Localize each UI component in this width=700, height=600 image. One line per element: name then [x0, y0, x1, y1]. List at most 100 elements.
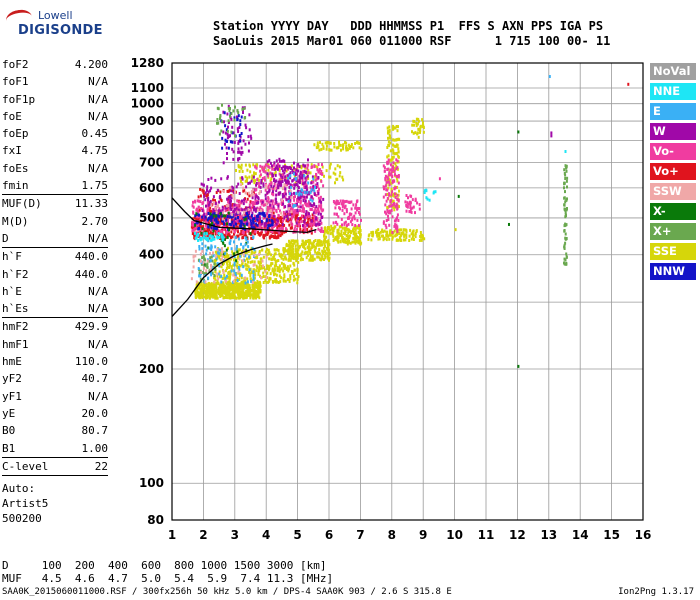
echo-point — [210, 255, 213, 259]
echo-point — [339, 171, 342, 175]
echo-point — [386, 155, 389, 159]
echo-point — [302, 163, 305, 167]
echo-point — [243, 279, 246, 283]
echo-point — [254, 284, 257, 288]
echo-point — [229, 198, 232, 202]
echo-point — [268, 188, 271, 192]
echo-point — [205, 294, 208, 298]
echo-point — [563, 243, 566, 247]
echo-point — [221, 103, 223, 107]
echo-point — [229, 134, 231, 138]
echo-point — [212, 229, 215, 233]
echo-point — [394, 167, 397, 171]
echo-point — [200, 231, 203, 235]
echo-point — [219, 248, 222, 252]
echo-point — [276, 225, 279, 229]
echo-point — [320, 226, 323, 230]
echo-point — [254, 199, 257, 202]
echo-point — [293, 177, 296, 181]
echo-point — [315, 205, 318, 209]
echo-point — [205, 237, 208, 241]
echo-point — [355, 237, 358, 241]
echo-point — [233, 252, 236, 256]
echo-point — [201, 247, 204, 251]
echo-point — [321, 165, 324, 169]
echo-point — [330, 224, 333, 228]
echo-point — [296, 281, 299, 285]
echo-point — [289, 189, 292, 193]
echo-point — [383, 187, 385, 191]
echo-point — [281, 203, 283, 206]
echo-point — [345, 141, 348, 145]
echo-point — [396, 129, 399, 133]
echo-point — [273, 267, 276, 271]
echo-point — [382, 221, 385, 225]
echo-point — [303, 210, 305, 214]
echo-point — [396, 197, 399, 201]
echo-point — [387, 140, 390, 144]
param-row: h`F2 440.0 — [2, 266, 108, 283]
echo-point — [206, 193, 209, 197]
echo-point — [192, 210, 195, 214]
echo-point — [314, 250, 317, 254]
echo-point — [301, 188, 304, 192]
echo-point — [216, 272, 219, 276]
echo-point — [289, 213, 292, 217]
echo-point — [517, 364, 520, 368]
echo-point — [206, 262, 209, 266]
echo-point — [227, 146, 230, 150]
echo-point — [307, 158, 309, 162]
echo-point — [209, 268, 212, 272]
echo-point — [328, 148, 331, 152]
echo-point — [259, 232, 262, 236]
param-value: N/A — [88, 389, 108, 403]
echo-point — [239, 285, 241, 288]
echo-point — [565, 237, 568, 241]
echo-point — [391, 235, 394, 239]
echo-point — [294, 277, 297, 281]
echo-point — [298, 197, 301, 201]
echo-point — [297, 180, 300, 184]
echo-point — [310, 204, 313, 208]
echo-point — [336, 234, 339, 238]
echo-point — [324, 256, 327, 260]
y-tick-label: 100 — [139, 476, 164, 490]
echo-point — [294, 252, 297, 256]
echo-point — [285, 219, 288, 223]
echo-point — [239, 274, 241, 278]
echo-point — [307, 169, 310, 173]
echo-point — [232, 109, 235, 113]
echo-point — [297, 217, 300, 221]
echo-point — [239, 212, 242, 216]
echo-point — [304, 183, 307, 187]
echo-point — [238, 268, 241, 272]
echo-point — [385, 233, 388, 237]
echo-point — [194, 233, 197, 237]
echo-point — [278, 172, 281, 176]
echo-point — [438, 177, 441, 181]
digisonde-logo: Lowell DIGISONDE — [4, 6, 103, 46]
echo-point — [209, 216, 212, 220]
echo-point — [386, 206, 389, 210]
echo-point — [245, 241, 248, 245]
echo-point — [397, 238, 400, 242]
echo-point — [266, 160, 269, 164]
echo-point — [379, 230, 382, 234]
echo-point — [240, 115, 243, 119]
echo-point — [318, 247, 321, 251]
echo-point — [422, 121, 424, 125]
echo-point — [410, 237, 413, 241]
echo-point — [252, 192, 255, 196]
echo-point — [288, 185, 291, 189]
echo-point — [292, 247, 295, 251]
echo-point — [354, 228, 357, 232]
echo-point — [312, 219, 315, 223]
echo-point — [209, 238, 212, 242]
echo-point — [254, 230, 257, 234]
echo-point — [305, 203, 307, 207]
echo-point — [397, 154, 400, 158]
echo-point — [239, 272, 242, 276]
echo-point — [301, 179, 304, 183]
echo-point — [428, 198, 431, 202]
echo-point — [220, 247, 223, 251]
